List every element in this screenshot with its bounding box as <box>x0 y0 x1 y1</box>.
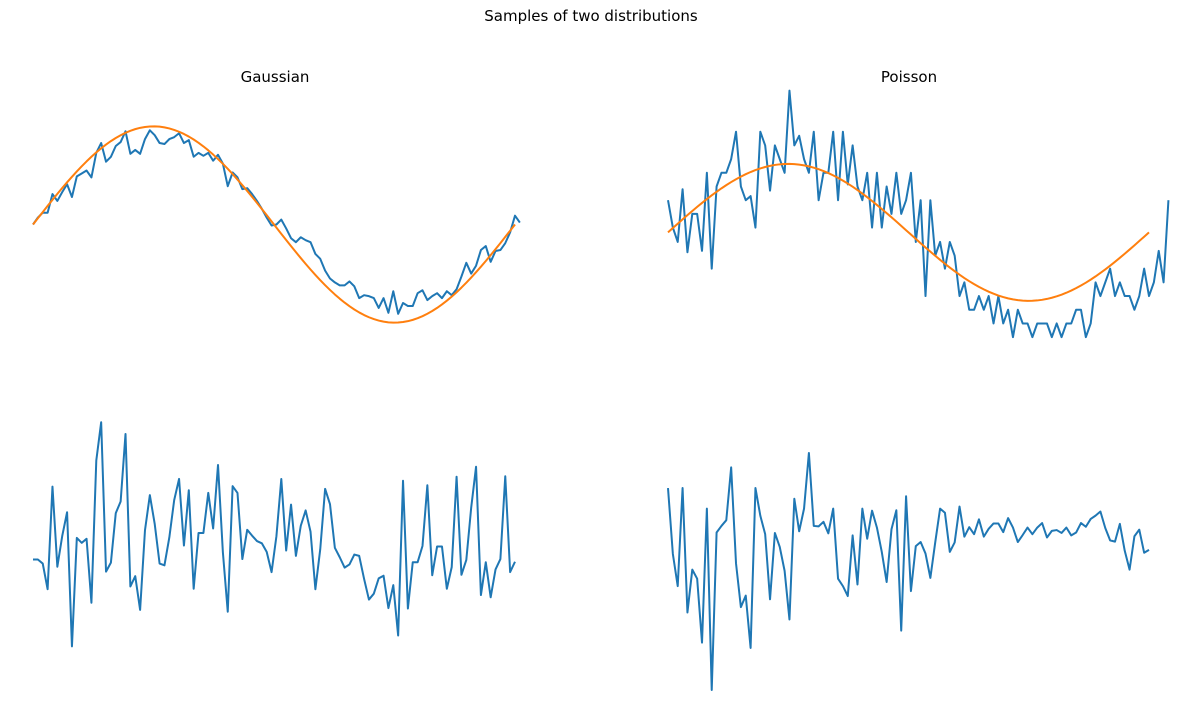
subplot-poisson-bottom <box>667 451 1150 691</box>
subplot-title-gaussian: Gaussian <box>240 68 310 86</box>
poisson-top-sine-line <box>667 162 1150 302</box>
gaussian-bottom-sample-line <box>33 421 516 648</box>
subplot-gaussian-bottom <box>33 421 516 648</box>
subplot-title-poisson: Poisson <box>880 68 938 86</box>
poisson-bottom-sample-line <box>667 451 1150 691</box>
gaussian-top-sample-line <box>32 129 521 315</box>
poisson-top-sample-line <box>667 89 1170 339</box>
gaussian-top-sine-line <box>32 125 516 324</box>
subplot-poisson-top <box>667 89 1170 339</box>
figure-title: Samples of two distributions <box>484 7 698 25</box>
subplot-gaussian-top <box>32 125 521 324</box>
